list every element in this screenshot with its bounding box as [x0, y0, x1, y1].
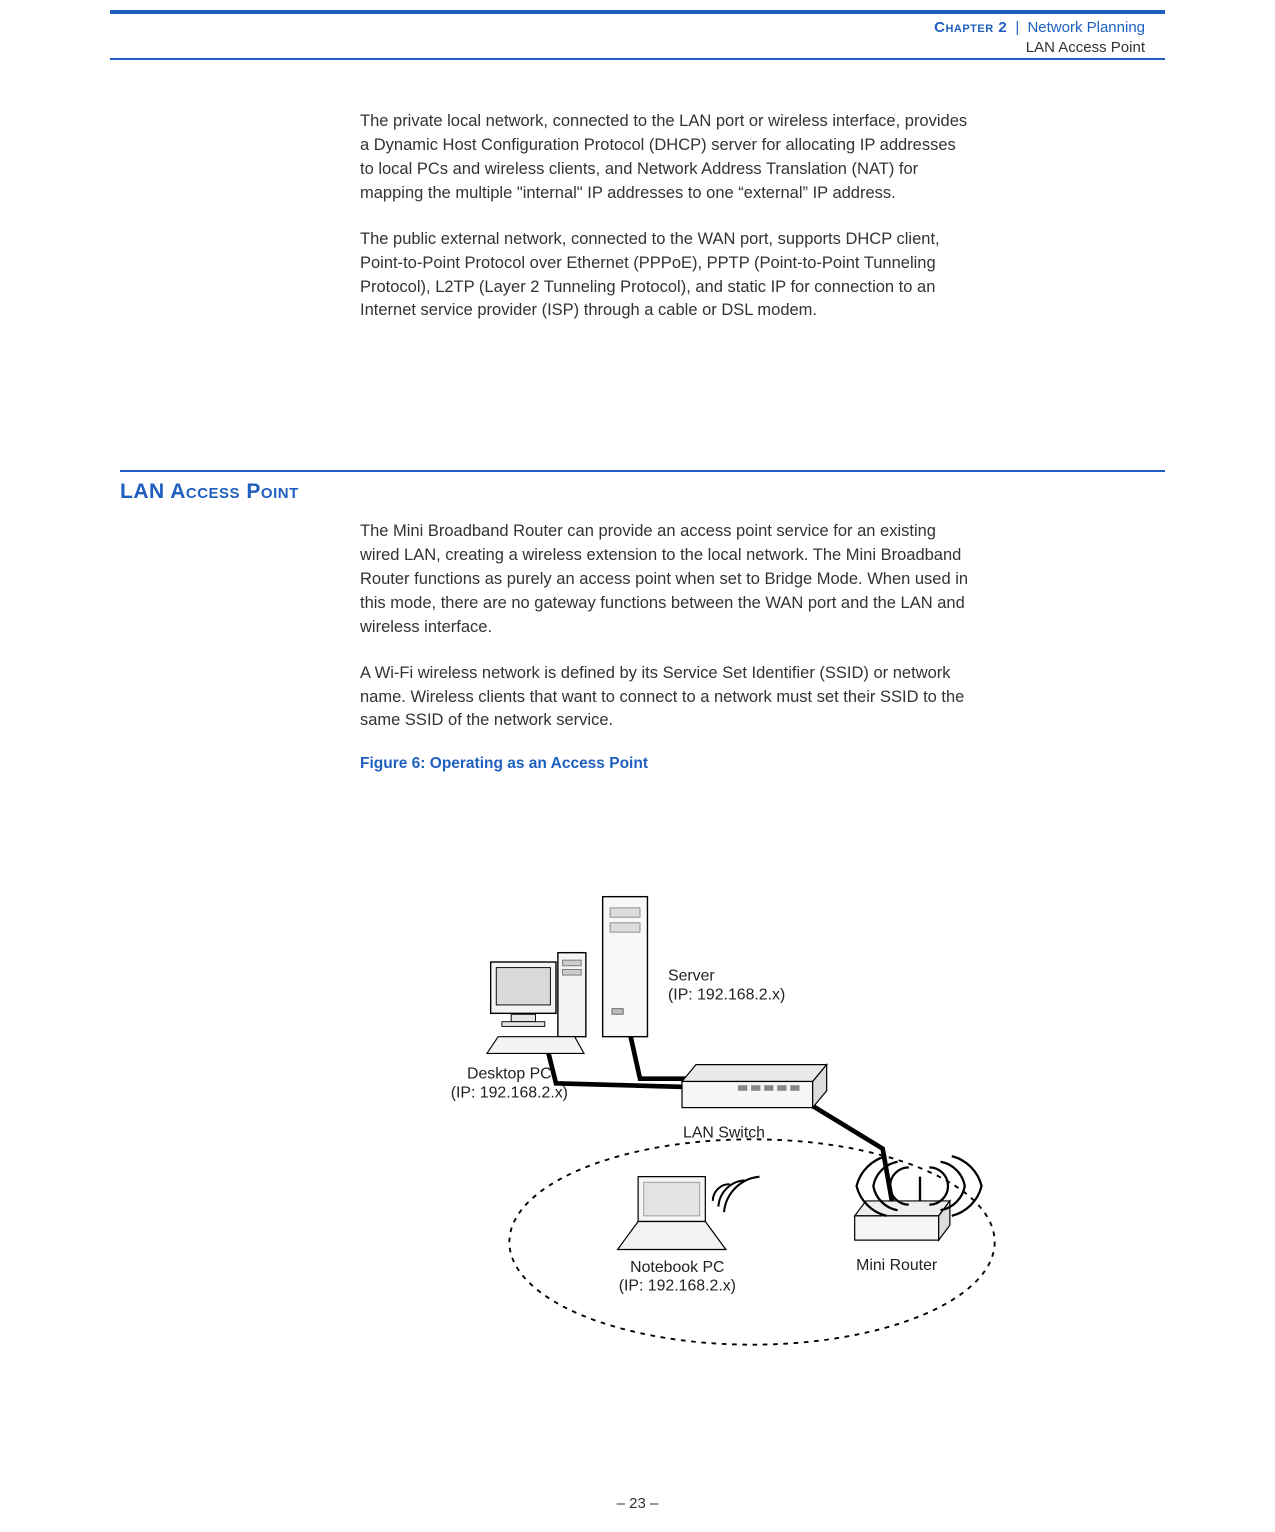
- section-rule: [120, 470, 1165, 472]
- section-para-1: The Mini Broadband Router can provide an…: [360, 520, 970, 640]
- desktop-pc-icon: [487, 953, 586, 1054]
- intro-para-2: The public external network, connected t…: [360, 228, 970, 324]
- chapter-sep: |: [1011, 19, 1023, 36]
- lan-switch-icon: [682, 1065, 827, 1108]
- server-label-2: (IP: 192.168.2.x): [668, 986, 785, 1003]
- lan-switch-label: LAN Switch: [683, 1124, 765, 1141]
- wireless-ellipse-icon: [509, 1139, 994, 1344]
- figure-caption: Figure 6: Operating as an Access Point: [360, 755, 970, 773]
- desktop-pc-label-1: Desktop PC: [467, 1066, 552, 1083]
- notebook-label-2: (IP: 192.168.2.x): [619, 1278, 736, 1295]
- header-rule-top: [110, 10, 1165, 14]
- chapter-title: Network Planning: [1027, 19, 1145, 36]
- network-diagram: Desktop PC (IP: 192.168.2.x) Server (IP:…: [360, 870, 1060, 1390]
- intro-para-1: The private local network, connected to …: [360, 110, 970, 206]
- page-header: Chapter 2 | Network Planning LAN Access …: [934, 18, 1145, 57]
- server-label-1: Server: [668, 968, 715, 985]
- server-icon: [603, 897, 648, 1037]
- header-subhead: LAN Access Point: [934, 38, 1145, 58]
- desktop-pc-label-2: (IP: 192.168.2.x): [451, 1084, 568, 1101]
- wifi-icon: [713, 1177, 760, 1212]
- mini-router-label: Mini Router: [856, 1257, 938, 1274]
- page-footer: – 23 –: [0, 1495, 1275, 1512]
- header-rule-bottom: [110, 58, 1165, 60]
- notebook-label-1: Notebook PC: [630, 1259, 724, 1276]
- mini-router-icon: [855, 1177, 950, 1240]
- section-heading: LAN Access Point: [120, 480, 299, 504]
- section-para-2: A Wi-Fi wireless network is defined by i…: [360, 662, 970, 734]
- chapter-label: Chapter 2: [934, 19, 1007, 36]
- notebook-icon: [618, 1177, 726, 1250]
